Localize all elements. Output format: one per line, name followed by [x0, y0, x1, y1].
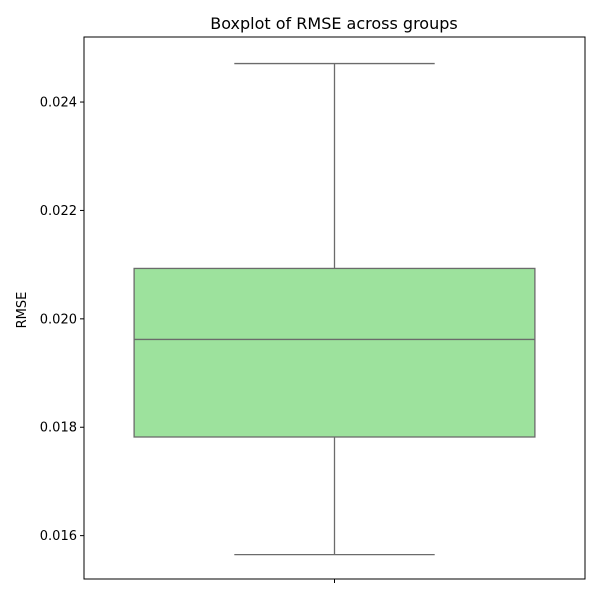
boxplot — [133, 62, 536, 556]
y-tick-label: 0.016 — [40, 529, 77, 544]
y-axis-ticks: 0.016 0.018 0.020 0.022 0.024 — [40, 96, 84, 544]
y-tick-label: 0.022 — [40, 204, 77, 219]
y-tick-label: 0.018 — [40, 421, 77, 436]
y-tick-label: 0.024 — [40, 96, 77, 111]
y-tick-label: 0.020 — [40, 312, 77, 327]
chart-title: Boxplot of RMSE across groups — [210, 14, 457, 33]
y-axis-label: RMSE — [15, 292, 30, 329]
box-iqr — [133, 267, 536, 438]
